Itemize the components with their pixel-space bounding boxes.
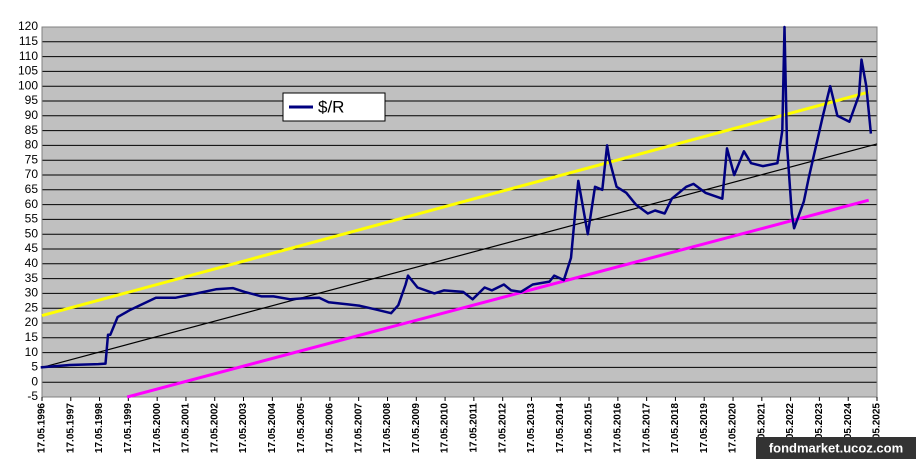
x-tick-label: 17.05.2002: [209, 403, 220, 453]
y-tick-label: 5: [31, 360, 38, 374]
x-tick-label: 17.05.2011: [468, 403, 479, 453]
y-tick-label: 70: [25, 167, 39, 181]
x-tick-label: 17.05.2025: [872, 403, 883, 453]
x-tick-label: 17.05.2017: [641, 403, 652, 453]
x-tick-label: 17.05.2024: [843, 403, 854, 453]
x-tick-label: 17.05.2021: [756, 403, 767, 453]
y-tick-label: 55: [25, 212, 39, 226]
y-tick-label: 65: [25, 182, 39, 196]
x-tick-label: 17.05.2009: [411, 403, 422, 453]
watermark-bg: [756, 437, 916, 459]
y-tick-label: 25: [25, 300, 39, 314]
x-tick-label: 17.05.2022: [785, 403, 796, 453]
x-tick-label: 17.05.2018: [670, 403, 681, 453]
x-tick-label: 17.05.2015: [584, 403, 595, 453]
watermark: fondmarket.ucoz.com: [769, 440, 903, 455]
y-tick-label: 115: [19, 34, 38, 48]
y-tick-label: 15: [25, 330, 39, 344]
y-tick-label: 35: [25, 271, 39, 285]
trend-line: [41, 143, 878, 368]
y-tick-label: 10: [25, 345, 39, 359]
x-tick-label: 17.05.1998: [94, 403, 105, 453]
legend: [282, 92, 386, 122]
x-tick-label: 17.05.2019: [699, 403, 710, 453]
y-tick-label: 75: [25, 152, 39, 166]
x-tick-label: 17.05.2012: [497, 403, 508, 453]
y-tick-label: 120: [18, 19, 38, 33]
x-tick-label: 17.05.2007: [353, 403, 364, 453]
y-tick-label: 105: [18, 64, 38, 78]
y-tick-label: 30: [25, 286, 39, 300]
plot-border: [41, 26, 878, 398]
x-tick-label: 17.05.1997: [65, 403, 76, 453]
y-tick-label: 95: [25, 93, 39, 107]
x-tick-label: 17.05.2014: [555, 403, 566, 453]
y-tick-label: 40: [25, 256, 39, 270]
y-tick-label: 85: [25, 123, 39, 137]
y-tick-label: 60: [25, 197, 39, 211]
y-tick-label: 80: [25, 138, 39, 152]
y-tick-label: 0: [31, 374, 38, 388]
x-tick-label: 17.05.2016: [613, 403, 624, 453]
x-tick-label: 17.05.1999: [123, 403, 134, 453]
trend-line: [41, 90, 870, 318]
series-line: [40, 25, 873, 369]
x-tick-label: 17.05.2020: [728, 403, 739, 453]
x-tick-label: 17.05.2013: [526, 403, 537, 453]
legend-label: $/R: [318, 97, 344, 116]
y-tick-label: 50: [25, 226, 39, 240]
y-tick-label: 100: [18, 78, 38, 92]
x-tick-label: 17.05.2004: [267, 403, 278, 453]
x-tick-label: 17.05.2001: [181, 403, 192, 453]
chart-layer: -505101520253035404550556065707580859095…: [18, 19, 883, 453]
y-tick-label: -5: [27, 389, 38, 403]
x-tick-label: 17.05.2008: [382, 403, 393, 453]
x-tick-label: 17.05.1996: [37, 403, 48, 453]
y-tick-label: 45: [25, 241, 39, 255]
y-tick-label: 90: [25, 108, 39, 122]
x-tick-label: 17.05.2010: [440, 403, 451, 453]
trend-line: [126, 198, 870, 399]
x-tick-label: 17.05.2023: [814, 403, 825, 453]
plot-area: [42, 27, 877, 397]
y-tick-label: 20: [25, 315, 39, 329]
x-tick-label: 17.05.2003: [238, 403, 249, 453]
y-tick-label: 110: [19, 49, 38, 63]
x-tick-label: 17.05.2000: [152, 403, 163, 453]
x-tick-label: 17.05.2006: [325, 403, 336, 453]
x-tick-label: 17.05.2005: [296, 403, 307, 453]
